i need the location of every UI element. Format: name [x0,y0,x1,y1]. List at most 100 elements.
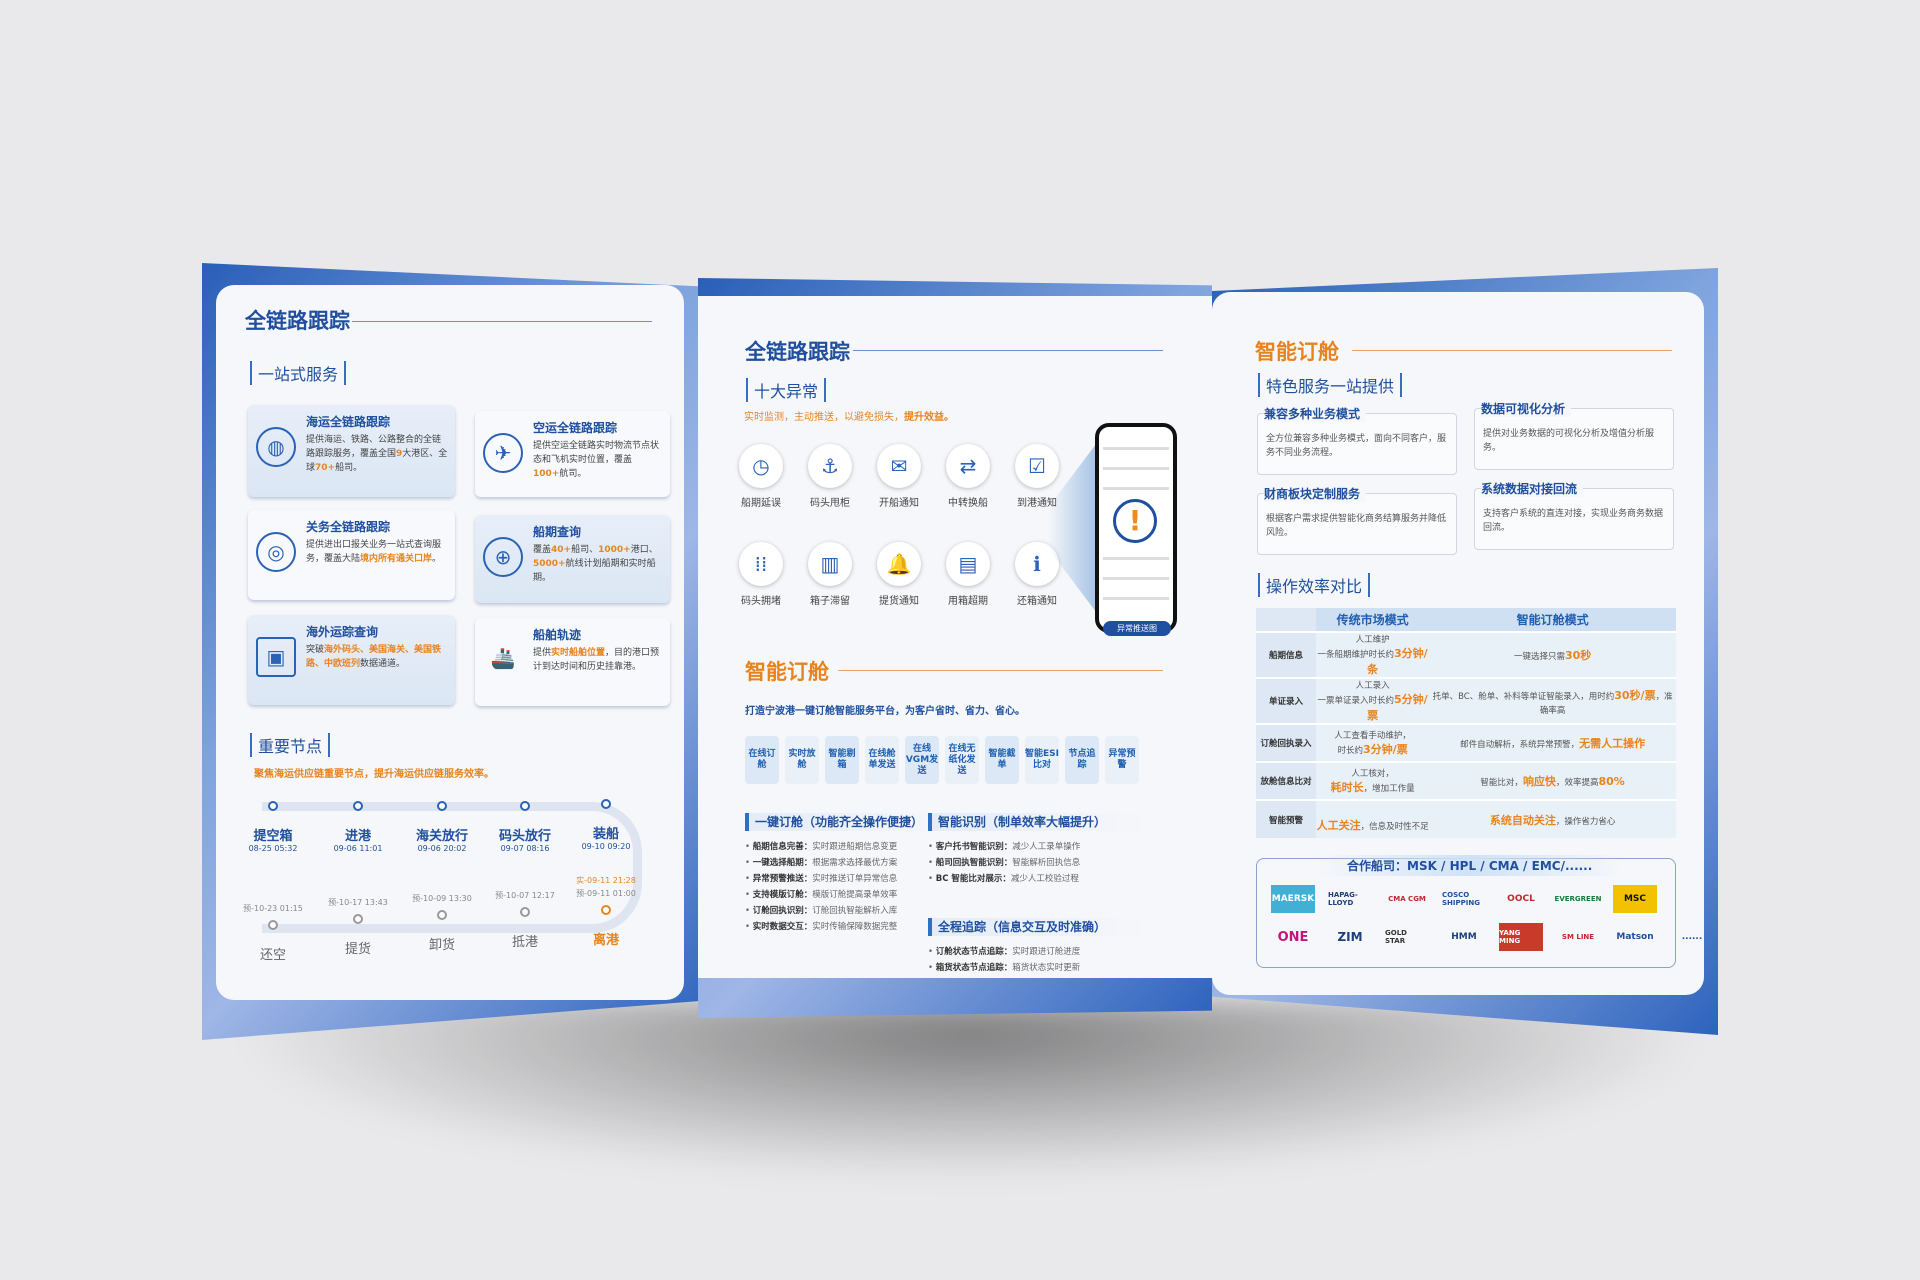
bullet-item: • 实时数据交互：实时传输保障数据完整 [745,922,898,932]
alert-icon: ! [1113,499,1157,543]
service-card: 🚢 船舶轨迹 提供实时船舶位置，目的港口预计到达时间和历史挂靠港。 [475,618,670,706]
bullet-item: • 客户托书智能识别：减少人工录单操作 [928,842,1081,852]
table-row: 订舱回执录入 人工查看手动维护， 时长约3分钟/票 邮件自动解析，系统异常预警，无需人… [1256,723,1676,762]
timeline-node: 海关放行 09-06 20:02 [402,801,482,853]
phone-mockup: ! [1095,423,1177,633]
booking-step: 实时放舱 [785,736,819,784]
brochure-left-panel: 全链路跟踪 一站式服务 ◍ 海运全链路跟踪 提供海运、铁路、公路整合的全链路跟踪… [202,263,698,1040]
exception-item: ⚓ 码头甩柜 [799,444,861,509]
exception-item: ⁞⁞ 码头拥堵 [730,542,792,607]
service-card: ▣ 海外运踪查询 突破海外码头、美国海关、美国铁路、中欧班列数据通道。 [248,615,455,705]
booking-step: 异常预警 [1105,736,1139,784]
service-card: ◎ 关务全链路跟踪 提供进出口报关业务一站式查询服务，覆盖大陆境内所有通关口岸。 [248,510,455,600]
checkbox-icon: ☑ [1015,444,1059,488]
booking-step: 智能截单 [985,736,1019,784]
booking-step: 在线无纸化发送 [945,736,979,784]
exception-item: ▤ 用箱超期 [937,542,999,607]
service-card: ✈ 空运全链路跟踪 提供空运全链路实时物流节点状态和飞机实时位置，覆盖100+航… [475,411,670,497]
timeline-node-departure: 实-09-11 21:28 预-09-11 01:00 离港 [576,876,636,948]
partner-logo: OOCL [1507,894,1535,904]
customs-target-icon: ◎ [256,532,296,572]
timeline-node: 预-10-07 12:17 抵港 [495,891,555,950]
feature-section: 智能识别（制单效率大幅提升） • 客户托书智能识别：减少人工录单操作 • 船司回执… [928,813,1148,887]
partners-title: 合作船司：MSK / HPL / CMA / EMC/...... [1317,855,1623,876]
monitor-icon: ▣ [256,637,296,677]
bullet-item: • 订舱状态节点追踪：实时跟进订舱进度 [928,947,1081,957]
booking-step: 在线VGM发送 [905,736,939,784]
comparison-table: 传统市场模式 智能订舱模式 船期信息 人工维护 一条船期维护时长约3分钟/条 一键选择只… [1256,608,1676,838]
brochure-right-panel: 智能订舱 特色服务一站提供 兼容多种业务模式 全方位兼容多种业务模式，面向不同客户… [1212,268,1718,1035]
section-title: 全链路跟踪 [745,340,850,364]
tagline: 实时监测，主动推送，以避免损失，提升效益。 [744,412,954,423]
partners-box: 合作船司：MSK / HPL / CMA / EMC/...... MAERSK… [1256,855,1702,968]
timeline-node: 提空箱 08-25 05:32 [233,801,313,853]
feature-card: 财商板块定制服务 根据客户需求提供智能化商务结算服务并降低风险。 [1257,485,1457,555]
partner-logo: GOLD STAR [1385,929,1407,945]
partner-logo: YANG MING [1499,923,1543,951]
grid-dots-icon: ⁞⁞ [739,542,783,586]
booking-step: 节点追踪 [1065,736,1099,784]
partner-logo: SM LINE [1561,933,1595,941]
partner-logo: ONE [1277,929,1309,945]
feature-section: 一键订舱（功能齐全操作便捷） • 船期信息完善：实时跟进船期信息变更 • 一键选择… [745,813,955,935]
section-subtitle: 特色服务一站提供 [1258,373,1403,397]
bullet-item: • 异常预警推送：实时推送订单异常信息 [745,874,898,884]
section-subtitle: 一站式服务 [250,361,347,385]
table-row: 单证录入 人工录入 一票单证录入时长约5分钟/票 托单、BC、舱单、补料等单证智能录入… [1256,677,1676,724]
booking-subtitle: 打造宁波港一键订舱智能服务平台，为客户省时、省力、省心。 [745,706,1025,717]
exception-item: ⇄ 中转换船 [937,444,999,509]
brochure-shadow [230,1000,1710,1180]
timeline-node: 码头放行 09-07 08:16 [485,801,565,853]
airplane-globe-icon: ✈ [483,433,523,473]
partner-logo: ...... [1681,932,1703,942]
service-card: ⊕ 船期查询 覆盖40+船司、1000+港口、5000+航线计划船期和实时船期。 [475,515,670,603]
feature-section: 全程追踪（信息交互及时准确） • 订舱状态节点追踪：实时跟进订舱进度 • 箱货状态… [928,918,1148,976]
partner-logo: Matson [1616,932,1654,942]
feature-card: 系统数据对接回流 支持客户系统的直连对接，实现业务商务数据回流。 [1474,480,1674,550]
partner-logo: COSCO SHIPPING [1442,891,1480,907]
partner-logo: MSC [1613,885,1657,913]
exception-item: ◷ 船期延误 [730,444,792,509]
booking-step: 智能ESI比对 [1025,736,1059,784]
timeline-track [262,802,642,933]
booking-title: 智能订舱 [745,660,829,684]
bullet-item: • 订舱回执识别：订舱回执智能解析入库 [745,906,898,916]
exception-item: ☑ 到港通知 [1006,444,1068,509]
section-subtitle: 十大异常 [746,378,827,402]
booking-steps: 在线订舱 实时放舱 智能剔箱 在线舱单发送 在线VGM发送 在线无纸化发送 智能截单 智能ES… [745,736,1139,784]
network-globe-icon: ⊕ [483,537,523,577]
bullet-item: • 箱货状态节点追踪：箱货状态实时更新 [928,963,1081,973]
partner-logo: MAERSK [1271,885,1315,913]
clock-icon: ◷ [739,444,783,488]
compare-title: 操作效率对比 [1258,573,1371,597]
partner-logo: CMA CGM [1388,895,1426,903]
partner-logo: EVERGREEN [1554,895,1602,903]
exception-item: ▥ 箱子滞留 [799,542,861,607]
partner-logo: HAPAG-LLOYD [1328,891,1358,907]
bullet-item: • 一键选择船期：根据需求选择最优方案 [745,858,898,868]
table-row: 放舱信息比对 人工核对， 耗时长，增加工作量 智能比对，响应快，效率提高80% [1256,761,1676,800]
timeline-node: 进港 09-06 11:01 [318,801,398,853]
container-alert-icon: ▥ [808,542,852,586]
bullet-item: • 船司回执智能识别：智能解析回执信息 [928,858,1081,868]
feature-card: 兼容多种业务模式 全方位兼容多种业务模式，面向不同客户，服务不同业务流程。 [1257,405,1457,475]
transfer-icon: ⇄ [946,444,990,488]
section-title: 全链路跟踪 [245,309,350,333]
exception-item: 🔔 提货通知 [868,542,930,607]
document-clock-icon: ▤ [946,542,990,586]
message-icon: ✉ [877,444,921,488]
booking-step: 在线舱单发送 [865,736,899,784]
nodes-subtitle: 聚焦海运供应链重要节点，提升海运供应链服务效率。 [254,769,494,780]
bullet-item: • 船期信息完善：实时跟进船期信息变更 [745,842,898,852]
bullet-item: • BC 智能比对展示：减少人工校验过程 [928,874,1079,884]
brochure-middle-panel: 全链路跟踪 十大异常 实时监测，主动推送，以避免损失，提升效益。 ◷ 船期延误 ⚓ 码… [698,278,1212,1018]
timeline-node: 装船 09-10 09:20 [566,799,646,851]
timeline-node: 预-10-09 13:30 卸货 [412,894,472,953]
bullet-item: • 支持模版订舱：模版订舱提高录单效率 [745,890,898,900]
globe-icon: ◍ [256,427,296,467]
feature-card: 数据可视化分析 提供对业务数据的可视化分析及增值分析服务。 [1474,400,1674,470]
section-title: 智能订舱 [1255,340,1339,364]
bell-icon: 🔔 [877,542,921,586]
timeline-node: 预-10-17 13:43 提货 [328,898,388,957]
table-row: 船期信息 人工维护 一条船期维护时长约3分钟/条 一键选择只需30秒 [1256,631,1676,678]
